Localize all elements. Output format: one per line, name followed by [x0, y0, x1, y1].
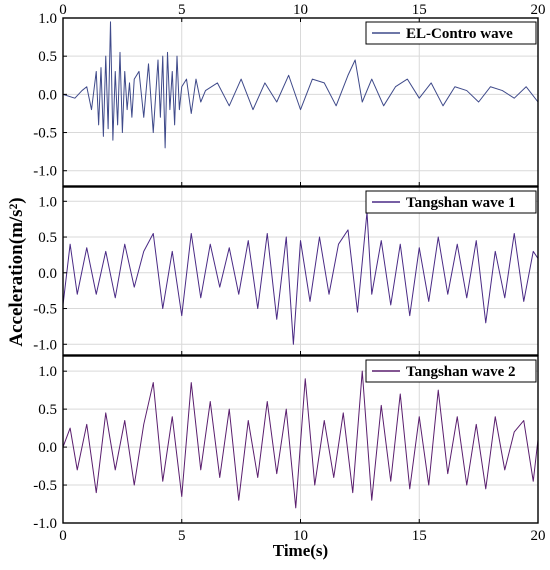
x-tick-label: 15	[412, 528, 427, 544]
x-axis-title: Time(s)	[273, 541, 328, 560]
legend-label: EL-Contro wave	[406, 26, 513, 42]
series-line-3	[62, 370, 539, 509]
top-x-tick-label: 5	[178, 2, 186, 18]
legend-box	[365, 190, 537, 214]
series-line-1	[62, 21, 539, 149]
y-tick-label: 1.0	[38, 364, 57, 380]
y-axis-title: Acceleration(m/s²)	[6, 197, 27, 346]
y-tick-label: 0.5	[38, 49, 57, 65]
top-x-tick-label: 10	[293, 2, 308, 18]
legend-box	[365, 359, 537, 383]
y-tick-label: -1.0	[33, 337, 57, 353]
top-x-tick-label: 0	[59, 2, 67, 18]
y-tick-label: 1.0	[38, 11, 57, 27]
series-line-2	[62, 211, 539, 345]
x-tick-label: 0	[59, 528, 67, 544]
y-tick-label: 0.0	[38, 87, 57, 103]
y-tick-label: 0.5	[38, 230, 57, 246]
legend-label: Tangshan wave 2	[406, 364, 515, 380]
top-x-tick-label: 15	[412, 2, 427, 18]
panel-3: 1.0 0.5 0.0 -0.5 -1.0 Tangshan wave 2	[33, 355, 539, 532]
y-tick-label: 1.0	[38, 194, 57, 210]
y-tick-label: 0.5	[38, 402, 57, 418]
y-tick-label: 0.0	[38, 266, 57, 282]
y-tick-label: -0.5	[33, 302, 57, 318]
y-tick-label: -1.0	[33, 164, 57, 180]
x-tick-label: 20	[531, 528, 546, 544]
x-tick-label: 5	[178, 528, 186, 544]
panel-1: 1.0 0.5 0.0 -0.5 -1.0 EL-Contro wave	[33, 11, 539, 187]
y-tick-label: 0.0	[38, 440, 57, 456]
y-tick-label: -0.5	[33, 478, 57, 494]
panel-2: 1.0 0.5 0.0 -0.5 -1.0 Tangshan wave 1	[33, 186, 539, 356]
y-tick-label: -1.0	[33, 516, 57, 532]
legend-label: Tangshan wave 1	[406, 195, 515, 211]
legend-box	[365, 21, 537, 45]
y-tick-label: -0.5	[33, 126, 57, 142]
top-x-tick-label: 20	[531, 2, 546, 18]
x-tick-label: 10	[293, 528, 308, 544]
